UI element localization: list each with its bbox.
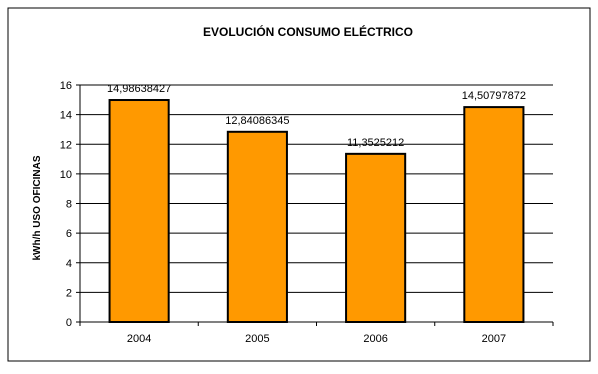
x-tick-labels: 2004 2005 2006 2007 — [79, 322, 554, 345]
bars — [108, 99, 525, 323]
data-labels: 14,98638427 12,84086345 11,3525212 14,50797… — [107, 83, 526, 149]
x-tick-label: 2007 — [482, 333, 506, 345]
y-tick-label: 6 — [66, 228, 72, 240]
data-label: 14,98638427 — [107, 83, 171, 95]
y-tick-labels: 0 2 4 6 8 10 12 14 16 — [60, 80, 80, 329]
y-tick-label: 16 — [60, 80, 72, 92]
y-tick-label: 0 — [66, 317, 72, 329]
bar — [108, 99, 170, 323]
x-tick-label: 2006 — [363, 333, 387, 345]
y-axis-label: kWh/h USO OFICINAS — [32, 155, 43, 260]
data-label: 12,84086345 — [225, 115, 289, 127]
y-tick-label: 8 — [66, 199, 72, 211]
data-label: 14,50797872 — [462, 90, 526, 102]
y-tick-label: 14 — [60, 110, 72, 122]
chart-title: EVOLUCIÓN CONSUMO ELÉCTRICO — [203, 24, 413, 39]
x-tick-label: 2005 — [245, 333, 269, 345]
data-label: 11,3525212 — [347, 137, 404, 149]
bar — [226, 130, 288, 323]
bar — [345, 152, 407, 323]
y-tick-label: 2 — [66, 287, 72, 299]
y-tick-label: 12 — [60, 139, 72, 151]
y-tick-label: 10 — [60, 169, 72, 181]
x-tick-label: 2004 — [127, 333, 151, 345]
y-tick-label: 4 — [66, 258, 72, 270]
bar — [463, 106, 525, 323]
